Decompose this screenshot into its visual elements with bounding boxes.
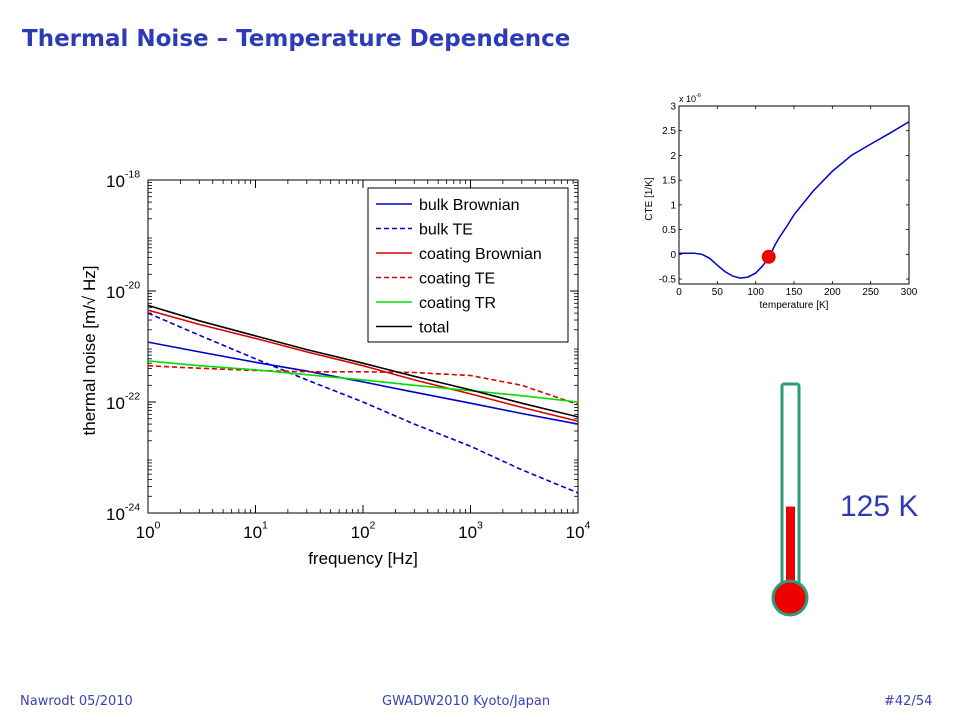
y-axis-label: thermal noise [m/√ Hz] [80,266,99,436]
x-tick-label: 100 [136,520,161,542]
cte-y-tick-label: 2.5 [662,126,676,137]
footer-conference: GWADW2010 Kyoto/Japan [382,694,551,709]
cte-x-tick-label: 250 [862,287,879,298]
cte-y-axis-label: CTE [1/K] [644,177,655,221]
cte-y-tick-label: 0 [670,250,676,261]
x-tick-label: 101 [243,520,268,542]
legend-entry: coating Brownian [419,246,542,263]
series-line-coating-brownian [148,309,578,422]
cte-y-tick-label: 3 [670,102,676,113]
cte-x-tick-label: 300 [901,287,918,298]
cte-x-tick-label: 200 [824,287,841,298]
y-tick-label: 10-20 [106,280,140,302]
footer-author: Nawrodt 05/2010 [20,694,133,709]
y-tick-label: 10-24 [106,502,140,524]
cte-y-tick-label: -0.5 [659,275,677,286]
current-temperature-marker [761,249,776,264]
x-tick-label: 102 [351,520,376,542]
y-tick-label: 10-22 [106,391,140,413]
legend-entry: coating TR [419,295,496,312]
series-line-total [148,304,578,418]
thermometer-mercury [786,506,795,596]
x-axis-label: frequency [Hz] [308,549,418,568]
thermometer-bulb [771,579,809,617]
cte-plot-frame [678,105,910,285]
legend-entry: coating TE [419,271,495,288]
cte-x-tick-label: 100 [747,287,764,298]
series-line-coating-tr [148,360,578,403]
temperature-readout: 125 K [840,490,919,523]
cte-y-multiplier: x 10-6 [679,93,701,104]
legend-entry: total [419,320,449,337]
x-tick-label: 103 [458,520,483,542]
legend-box [367,187,569,343]
series-line-coating-te [148,364,578,406]
cte-x-tick-label: 0 [676,287,682,298]
slide-title: Thermal Noise – Temperature Dependence [22,26,571,52]
cte-x-tick-label: 50 [712,287,724,298]
series-line-bulk-brownian [148,341,578,425]
x-tick-label: 104 [566,520,591,542]
cte-y-tick-label: 1 [670,200,676,211]
cte-y-tick-label: 1.5 [662,176,676,187]
cte-x-tick-label: 150 [786,287,803,298]
legend-entry: bulk Brownian [419,197,520,214]
series-line-bulk-te [148,312,578,494]
cte-y-tick-label: 0.5 [662,225,676,236]
cte-y-tick-label: 2 [670,151,676,162]
y-tick-label: 10-18 [106,169,140,191]
footer-page-number: #42/54 [884,694,933,709]
legend-entry: bulk TE [419,222,473,239]
cte-x-axis-label: temperature [K] [760,300,829,311]
